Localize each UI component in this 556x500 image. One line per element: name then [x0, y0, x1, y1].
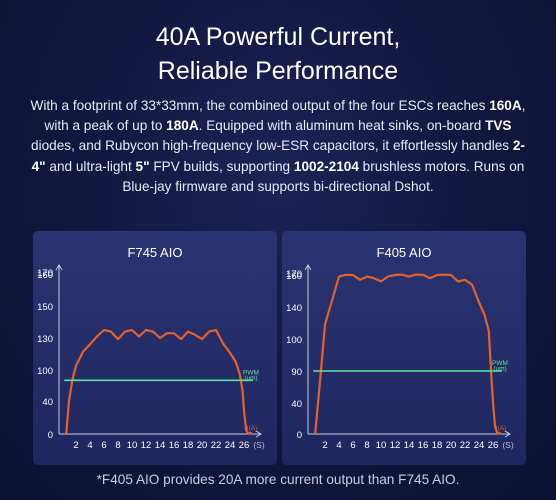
y-tick-label: 0: [297, 430, 302, 441]
description-text: , with a peak of up to: [44, 98, 526, 134]
x-tick-label: 2: [73, 440, 78, 451]
description-highlight: 160A: [489, 98, 522, 113]
x-tick-label: 20: [446, 440, 457, 451]
description-highlight: 180A: [166, 118, 199, 134]
description-highlight: TVS: [485, 118, 512, 134]
description-text: . Equipped with aluminum heat sinks, on-…: [198, 118, 486, 134]
x-tick-label: 16: [418, 440, 429, 451]
description-highlight: 2-4": [31, 138, 525, 174]
x-tick-label: 8: [364, 440, 369, 451]
y-tick-label: 100: [37, 366, 53, 377]
chart-title: F405 AIO: [377, 245, 432, 260]
description-text: brushless motors. Runs on Blue-jay firmw…: [122, 158, 525, 194]
title-line-1: 40A Powerful Current,: [155, 23, 401, 51]
y-tick-label: 90: [291, 367, 302, 378]
x-tick-label: 6: [101, 440, 106, 451]
x-tick-label: 4: [87, 440, 92, 451]
x-tick-label: 24: [225, 440, 236, 451]
y-tick-label: 0: [48, 430, 53, 441]
x-tick-label: 14: [155, 440, 166, 451]
x-tick-label: 14: [404, 440, 415, 451]
x-tick-label: 6: [350, 440, 355, 451]
x-tick-label: 4: [336, 440, 341, 451]
description-text: and ultra-light: [45, 158, 136, 174]
y-tick-label: 40: [291, 399, 302, 410]
y-tick-label: 160: [37, 270, 53, 281]
description-highlight: 1002-2104: [293, 158, 359, 174]
x-axis-label: (S): [253, 440, 265, 450]
description-text: With a footprint of 33*33mm, the combine…: [30, 98, 490, 113]
x-tick-label: 18: [432, 440, 443, 451]
page-title: 40A Powerful Current, Reliable Performan…: [0, 20, 556, 88]
title-line-2: Reliable Performance: [157, 57, 399, 85]
y-tick-label: 140: [286, 303, 302, 314]
x-tick-label: 10: [127, 440, 138, 451]
x-axis-arrow: [504, 430, 511, 438]
x-tick-label: 24: [474, 440, 485, 451]
chart-title: F745 AIO: [128, 245, 183, 260]
pwm-unit-label: (um): [493, 366, 506, 373]
y-tick-label: 130: [37, 334, 53, 345]
y-axis-arrow: [55, 264, 63, 271]
chart-panel-f405: F405 AIO 0 40 90 100 140 160 170 2 4 6 8 10 12 14 16 18 2…: [282, 231, 526, 465]
x-axis-arrow: [255, 430, 262, 438]
pwm-label: PWM: [492, 360, 508, 367]
x-tick-label: 22: [211, 440, 222, 451]
footer-note: *F405 AIO provides 20A more current outp…: [96, 472, 460, 487]
x-tick-label: 16: [169, 440, 180, 451]
y-tick-label: 160: [286, 271, 302, 282]
y-tick-label: 170: [286, 269, 302, 280]
x-tick-label: 26: [239, 440, 250, 451]
x-tick-label: 2: [322, 440, 327, 451]
x-tick-label: 20: [197, 440, 208, 451]
y-tick-label: 170: [37, 268, 53, 279]
x-tick-label: 22: [460, 440, 471, 451]
description-text: FPV builds, supporting: [149, 158, 294, 174]
x-tick-label: 8: [115, 440, 120, 451]
current-label: I(A): [496, 425, 506, 432]
y-axis-arrow: [304, 264, 312, 271]
x-tick-label: 18: [183, 440, 194, 451]
y-tick-label: 150: [37, 302, 53, 313]
pwm-unit-label: (um): [244, 375, 257, 382]
x-tick-label: 12: [390, 440, 401, 451]
current-label: I(A): [247, 425, 257, 432]
x-tick-label: 12: [141, 440, 152, 451]
x-tick-label: 10: [376, 440, 387, 451]
current-series-line: [314, 273, 502, 436]
chart-panel-f745: F745 AIO 0 40 100 130 150 160 170 2 4 6 8 10 12 14 16 18…: [33, 231, 277, 465]
pwm-label: PWM: [243, 369, 259, 376]
x-tick-label: 26: [488, 440, 499, 451]
x-axis-label: (S): [502, 440, 514, 450]
description-paragraph: With a footprint of 33*33mm, the combine…: [30, 96, 526, 197]
current-series-line: [65, 328, 253, 436]
y-tick-label: 40: [42, 397, 53, 408]
description-highlight: 5": [135, 158, 150, 174]
y-tick-label: 100: [286, 335, 302, 346]
description-text: diodes, and Rubycon high-frequency low-E…: [31, 138, 513, 154]
